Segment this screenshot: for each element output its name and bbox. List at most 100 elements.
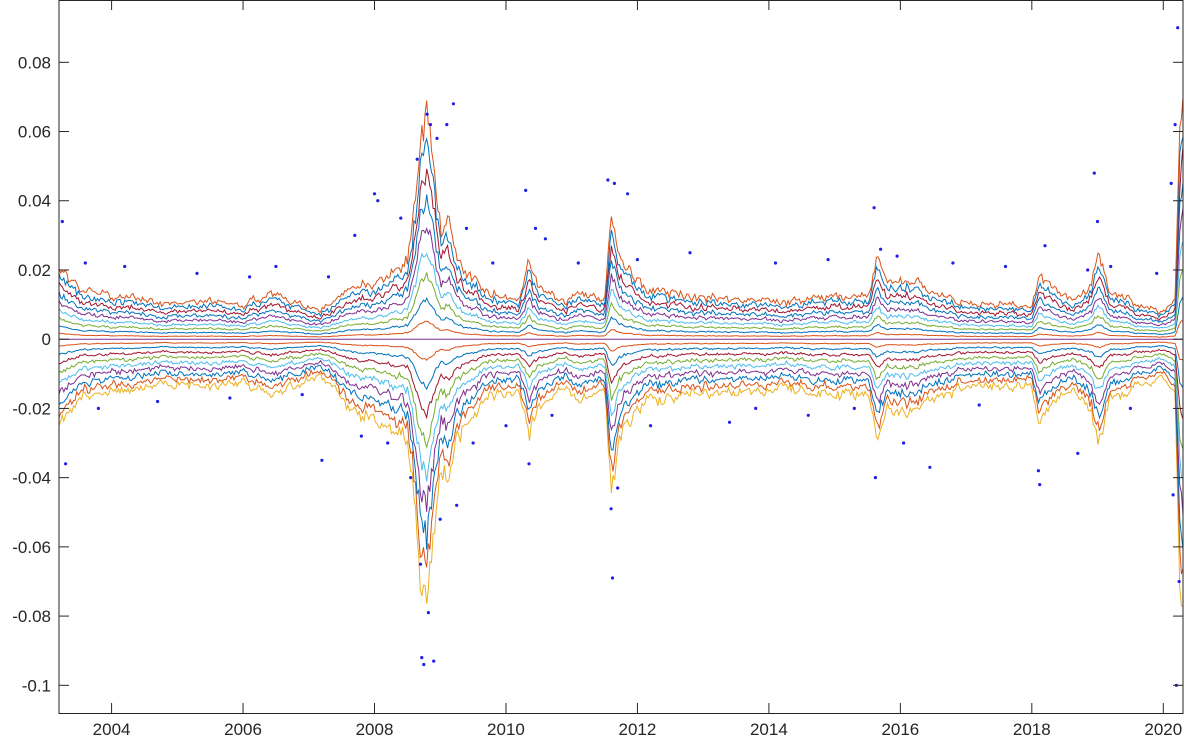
y-tick-label: -0.08: [12, 607, 51, 626]
y-axis-ticks: 0.08 0.06 0.04 0.02 0 -0.02 -0.04 -0.06 -0.08 -0.…: [12, 53, 1183, 695]
plot-box: [58, 0, 1184, 714]
quantile-line-0.45: [58, 341, 1184, 361]
return-point: [455, 503, 459, 507]
return-point: [1169, 181, 1173, 185]
return-point: [399, 216, 403, 220]
return-point: [1095, 219, 1100, 224]
x-tick-label: 2010: [487, 720, 525, 739]
quantile-line-0.75: [58, 208, 1184, 327]
return-point: [248, 275, 252, 279]
quantile-line-0.95: [58, 97, 1184, 316]
return-point: [606, 178, 610, 182]
return-point: [754, 406, 758, 410]
quantile-band-lines: [58, 97, 1184, 608]
return-point: [616, 486, 620, 490]
quantile-line-0.55: [58, 320, 1184, 338]
quantile-line-0.6: [59, 296, 1184, 335]
return-point: [1173, 123, 1177, 127]
return-point: [64, 462, 68, 466]
return-point: [464, 226, 469, 230]
return-point: [195, 271, 199, 275]
quantile-line-0.4: [58, 344, 1184, 391]
return-point: [1176, 26, 1180, 30]
quantile-line-0.1: [58, 369, 1184, 575]
quantile-line-0.65: [58, 269, 1184, 333]
return-point: [372, 192, 377, 196]
return-point: [576, 261, 580, 265]
return-point: [773, 261, 778, 265]
return-point: [1038, 483, 1042, 487]
x-tick-label: 2020: [1144, 720, 1182, 739]
return-point: [1171, 493, 1175, 497]
return-point: [872, 206, 876, 210]
quantile-line-0.85: [58, 146, 1184, 322]
return-point: [527, 462, 531, 466]
return-point: [895, 254, 899, 258]
return-point: [300, 393, 304, 397]
return-point: [123, 264, 127, 269]
quantile-line-0.9: [58, 136, 1184, 319]
return-point: [353, 233, 357, 237]
quantile-line-0.3: [58, 352, 1184, 450]
x-tick-label: 2006: [224, 720, 262, 739]
return-point: [1086, 268, 1090, 272]
return-point: [806, 413, 810, 417]
return-point: [609, 507, 613, 511]
return-point: [688, 251, 692, 255]
return-point: [491, 261, 495, 265]
y-tick-label: -0.04: [12, 469, 51, 488]
return-point: [543, 237, 548, 241]
return-point: [879, 247, 883, 251]
return-point: [438, 517, 442, 521]
return-point: [320, 458, 324, 462]
return-point: [1155, 271, 1159, 275]
return-point: [376, 199, 380, 203]
quantile-line-0.2: [58, 359, 1184, 515]
return-point: [96, 406, 100, 410]
y-tick-label: 0.04: [18, 192, 51, 211]
y-tick-label: -0.06: [12, 538, 51, 557]
y-tick-label: -0.1: [22, 676, 51, 695]
return-point: [60, 219, 64, 224]
return-point: [649, 424, 653, 428]
quantile-line-0.35: [58, 348, 1184, 420]
return-point: [326, 275, 331, 279]
quantile-line-0.05: [58, 372, 1184, 608]
return-point: [612, 181, 617, 185]
return-point: [386, 441, 390, 445]
y-tick-label: 0.08: [18, 53, 51, 72]
x-tick-label: 2016: [881, 720, 919, 739]
return-point: [425, 112, 429, 116]
return-point: [1109, 264, 1113, 269]
return-point: [928, 465, 932, 469]
return-point: [1177, 579, 1181, 584]
return-point: [156, 399, 160, 404]
return-point: [451, 102, 455, 106]
return-point: [727, 420, 732, 424]
x-tick-label: 2014: [750, 720, 788, 739]
scatter-returns: [60, 26, 1181, 687]
return-point: [524, 188, 528, 192]
return-point: [426, 611, 430, 615]
return-point: [635, 258, 640, 262]
return-point: [420, 656, 424, 660]
return-point: [550, 413, 554, 417]
return-point: [422, 662, 426, 667]
y-tick-label: 0.02: [18, 261, 51, 280]
y-tick-label: -0.02: [12, 399, 51, 418]
quantile-line-0.8: [58, 182, 1184, 324]
return-point: [626, 192, 630, 196]
quantile-line-0.7: [58, 241, 1184, 330]
return-point: [826, 258, 830, 262]
return-point: [415, 157, 419, 161]
return-point: [873, 476, 878, 480]
x-tick-label: 2008: [356, 720, 394, 739]
return-point: [610, 576, 615, 580]
quantile-line-0.15: [58, 364, 1184, 550]
y-tick-label: 0: [42, 330, 51, 349]
return-point: [359, 434, 363, 438]
x-tick-label: 2018: [1013, 720, 1051, 739]
return-point: [1076, 451, 1080, 455]
return-point: [951, 261, 955, 265]
